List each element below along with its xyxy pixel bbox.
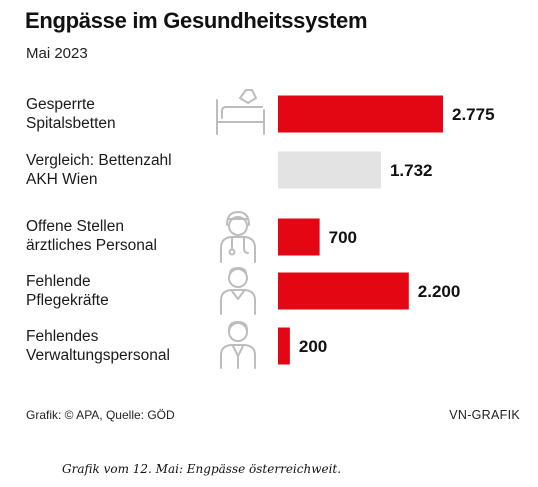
value-label-1: 1.732 (390, 161, 433, 180)
category-label-gesperrte-spitalsbetten: Gesperrte Spitalsbetten (26, 96, 116, 132)
source-note: Grafik: © APA, Quelle: GÖD (26, 408, 175, 422)
value-label-3: 2.200 (418, 282, 461, 301)
bar-2 (278, 218, 320, 256)
bar-1 (278, 151, 381, 189)
bar-chart: 2.775 1.732 700 2.200 200 (216, 89, 495, 369)
office-worker-icon (220, 321, 256, 369)
category-label-verwaltungspersonal: Fehlendes Verwaltungspersonal (26, 328, 170, 364)
bar-0 (278, 95, 443, 133)
value-label-4: 200 (299, 337, 327, 356)
chart-subtitle: Mai 2023 (26, 45, 88, 62)
hospital-bed-icon (216, 89, 265, 135)
doctor-icon (220, 211, 256, 263)
category-label-bettenzahl-akh: Vergleich: Bettenzahl AKH Wien (26, 152, 172, 188)
category-label-pflegekraefte: Fehlende Pflegekräfte (26, 273, 109, 309)
value-label-0: 2.775 (452, 105, 495, 124)
category-label-offene-stellen: Offene Stellen ärztliches Personal (26, 218, 157, 254)
image-caption: Grafik vom 12. Mai: Engpässe österreichw… (62, 462, 342, 476)
value-label-2: 700 (329, 228, 357, 247)
bar-4 (278, 327, 290, 365)
chart-title: Engpässe im Gesundheitssystem (25, 8, 368, 33)
bar-3 (278, 272, 409, 310)
nurse-icon (220, 267, 256, 315)
chart-graphic: Engpässe im Gesundheitssystem Mai 2023 G… (25, 8, 520, 422)
credit-note: VN-GRAFIK (449, 408, 520, 422)
